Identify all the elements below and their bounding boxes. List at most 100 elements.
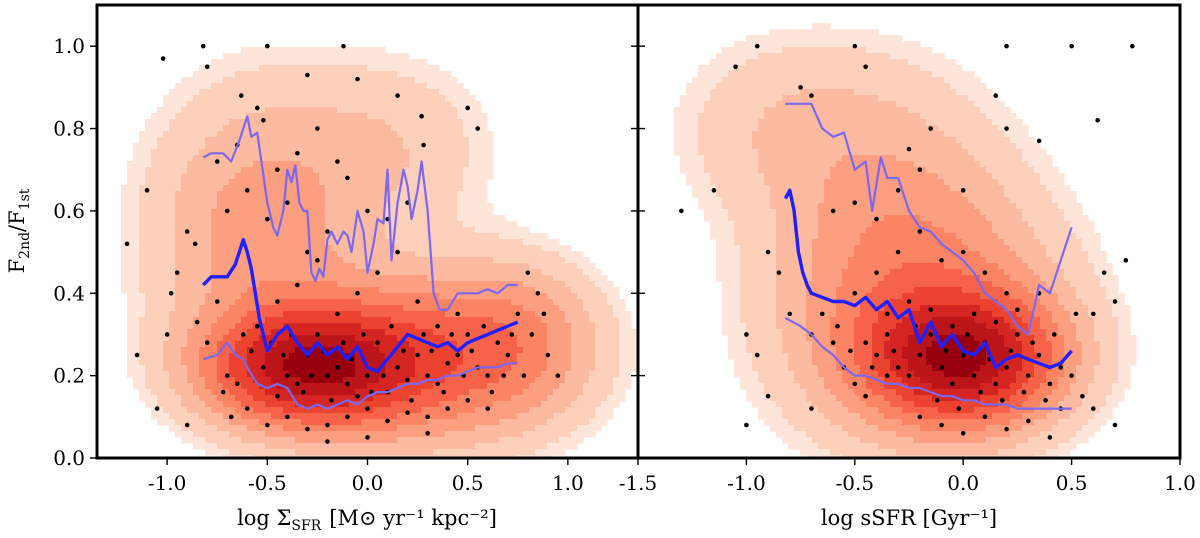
density-cell [241, 77, 248, 84]
density-cell [235, 287, 242, 294]
density-cell [349, 215, 356, 222]
density-cell [205, 161, 212, 168]
density-cell [277, 269, 284, 276]
density-cell [289, 131, 296, 138]
density-cell [151, 239, 158, 246]
density-cell [175, 287, 182, 294]
density-cell [457, 197, 464, 204]
density-cell [415, 227, 422, 234]
density-cell [451, 281, 458, 288]
density-cell [121, 263, 128, 270]
density-cell [145, 299, 152, 306]
density-cell [199, 197, 206, 204]
density-cell [223, 293, 230, 300]
density-cell [391, 425, 398, 432]
density-cell [379, 287, 386, 294]
density-cell [523, 341, 530, 348]
density-cell [355, 59, 362, 66]
density-cell [145, 185, 152, 192]
scatter-point [192, 241, 198, 247]
density-cell [229, 209, 236, 216]
density-cell [499, 443, 506, 450]
density-cell [728, 47, 735, 54]
density-cell [445, 269, 452, 276]
density-cell [259, 215, 266, 222]
scatter-point [425, 373, 430, 378]
density-cell [151, 131, 158, 138]
density-cell [229, 395, 236, 402]
density-cell [199, 95, 206, 102]
density-cell [319, 371, 326, 378]
density-cell [283, 263, 290, 270]
density-cell [439, 353, 446, 360]
density-cell [133, 335, 140, 342]
density-cell [517, 347, 524, 354]
density-cell [211, 425, 218, 432]
density-cell [451, 257, 458, 264]
density-cell [848, 29, 855, 36]
density-cell [595, 305, 602, 312]
density-cell [571, 293, 578, 300]
density-cell [145, 377, 152, 384]
density-cell [223, 83, 230, 90]
density-cell [559, 281, 566, 288]
density-cell [187, 143, 194, 150]
density-cell [265, 89, 272, 96]
density-cell [409, 179, 416, 186]
density-cell [139, 293, 146, 300]
density-cell [511, 407, 518, 414]
density-cell [211, 263, 218, 270]
density-cell [583, 413, 590, 420]
density-cell [403, 443, 410, 450]
density-cell [319, 377, 326, 384]
density-cell [307, 395, 314, 402]
density-cell [487, 347, 494, 354]
scatter-point [240, 332, 246, 337]
density-cell [806, 47, 813, 54]
density-cell [133, 293, 140, 300]
density-cell [355, 131, 362, 138]
density-cell [595, 341, 602, 348]
density-cell [361, 407, 368, 414]
density-cell [385, 449, 392, 456]
density-cell [223, 71, 230, 78]
density-cell [818, 53, 825, 60]
density-cell [439, 179, 446, 186]
density-cell [187, 203, 194, 210]
density-cell [289, 227, 296, 234]
density-cell [505, 233, 512, 240]
density-cell [776, 41, 783, 48]
density-cell [577, 341, 584, 348]
density-cell [313, 323, 320, 330]
density-cell [469, 425, 476, 432]
scatter-point [244, 406, 250, 411]
density-cell [547, 443, 554, 450]
density-cell [229, 371, 236, 378]
density-cell [541, 329, 548, 336]
density-cell [223, 65, 230, 72]
density-cell [217, 263, 224, 270]
density-cell [367, 173, 374, 180]
density-cell [289, 311, 296, 318]
density-cell [283, 161, 290, 168]
density-cell [361, 299, 368, 306]
density-cell [169, 389, 176, 396]
density-cell [157, 299, 164, 306]
density-cell [475, 233, 482, 240]
scatter-point [505, 352, 511, 358]
density-cell [331, 275, 338, 282]
density-cell [223, 449, 230, 456]
density-cell [848, 41, 855, 48]
density-cell [373, 113, 380, 120]
density-cell [277, 305, 284, 312]
density-cell [577, 317, 584, 324]
density-cell [523, 359, 530, 366]
density-cell [235, 233, 242, 240]
density-cell [571, 323, 578, 330]
density-cell [457, 191, 464, 198]
density-cell [193, 359, 200, 366]
density-cell [319, 389, 326, 396]
density-cell [535, 419, 542, 426]
density-cell [211, 83, 218, 90]
density-cell [427, 137, 434, 144]
